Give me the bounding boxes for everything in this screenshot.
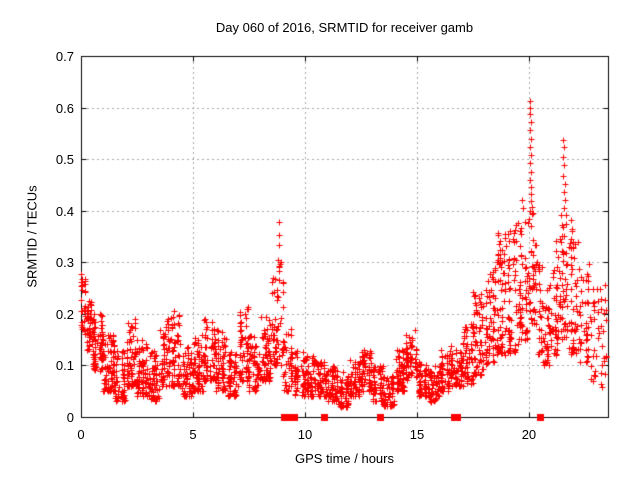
x-tick-label: 0 bbox=[77, 427, 85, 442]
y-tick-label: 0.3 bbox=[55, 255, 74, 271]
chart-title: Day 060 of 2016, SRMTID for receiver gam… bbox=[215, 20, 474, 35]
y-tick-label: 0.2 bbox=[55, 306, 74, 322]
x-tick-label: 15 bbox=[409, 427, 425, 442]
x-tick-label: 10 bbox=[297, 427, 313, 442]
y-tick-label: 0.4 bbox=[55, 203, 74, 219]
x-axis-label: GPS time / hours bbox=[295, 451, 394, 466]
x-tick-label: 5 bbox=[189, 427, 197, 442]
y-tick-label: 0.5 bbox=[55, 152, 74, 168]
y-tick-label: 0 bbox=[66, 410, 74, 425]
y-tick-label: 0.6 bbox=[55, 100, 74, 116]
y-tick-label: 0.1 bbox=[55, 358, 74, 374]
y-tick-label: 0.7 bbox=[55, 49, 74, 64]
x-tick-label: 20 bbox=[521, 427, 537, 442]
